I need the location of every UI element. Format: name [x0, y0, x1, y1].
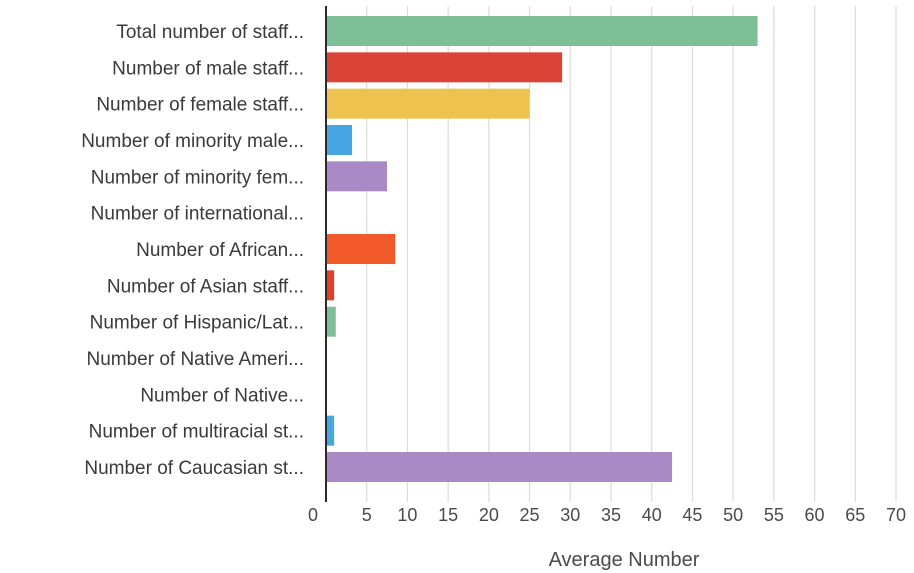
x-tick-label: 30 [560, 505, 580, 525]
bar[interactable] [326, 306, 336, 337]
x-tick-label: 55 [764, 505, 784, 525]
category-label: Number of Asian staff... [107, 276, 304, 297]
x-tick-label: 65 [845, 505, 865, 525]
x-tick-label: 45 [682, 505, 702, 525]
x-tick-label: 40 [642, 505, 662, 525]
bars [326, 16, 758, 482]
bar[interactable] [326, 161, 388, 192]
category-label: Number of female staff... [96, 95, 304, 116]
bar[interactable] [326, 270, 335, 301]
bar[interactable] [326, 52, 563, 83]
x-tick-label: 20 [479, 505, 499, 525]
category-label: Number of Caucasian st... [84, 458, 304, 479]
x-tick-label: 60 [805, 505, 825, 525]
x-tick-label: 35 [601, 505, 621, 525]
bar[interactable] [326, 125, 353, 155]
x-tick-labels: 0 5 10 15 20 25 30 35 40 45 50 55 60 65 70 [308, 505, 906, 525]
bar[interactable] [326, 452, 673, 482]
category-label: Number of Native Ameri... [86, 349, 304, 370]
x-tick-label: 10 [397, 505, 417, 525]
bar[interactable] [326, 415, 335, 446]
category-label: Number of African... [136, 240, 304, 261]
category-label: Total number of staff... [116, 22, 304, 43]
bar[interactable] [326, 88, 530, 119]
x-tick-label: 0 [308, 505, 318, 525]
category-label: Number of male staff... [112, 58, 304, 79]
bar[interactable] [326, 16, 758, 46]
category-label: Number of Hispanic/Lat... [90, 313, 304, 334]
category-label: Number of minority male... [81, 131, 304, 152]
category-labels: Total number of staff... Number of male s… [81, 22, 304, 479]
category-label: Number of Native... [140, 385, 304, 406]
gridlines [366, 6, 897, 502]
x-tick-label: 25 [520, 505, 540, 525]
x-tick-label: 5 [362, 505, 372, 525]
category-label: Number of international... [91, 204, 304, 225]
x-tick-label: 70 [886, 505, 906, 525]
x-axis-title: Average Number [549, 549, 700, 571]
x-tick-label: 50 [723, 505, 743, 525]
x-tick-label: 15 [438, 505, 458, 525]
category-label: Number of minority fem... [91, 167, 304, 188]
bar[interactable] [326, 234, 396, 264]
category-label: Number of multiracial st... [89, 422, 304, 443]
